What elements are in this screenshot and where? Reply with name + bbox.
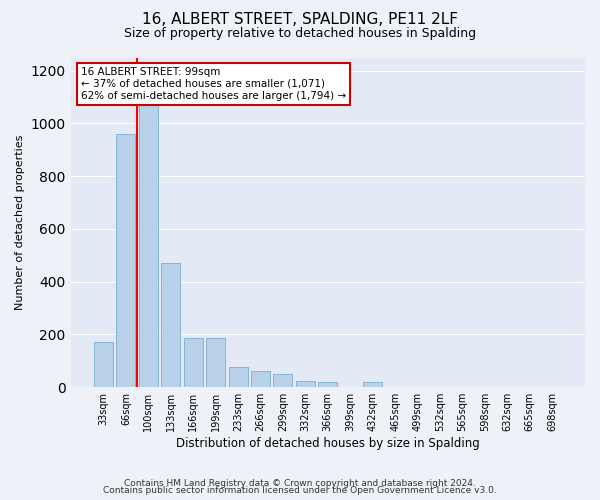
Bar [363,382,382,387]
Bar [296,380,315,387]
Text: Contains HM Land Registry data © Crown copyright and database right 2024.: Contains HM Land Registry data © Crown c… [124,478,476,488]
Bar [184,338,203,387]
Bar [139,105,158,387]
Bar [274,374,292,387]
Text: Size of property relative to detached houses in Spalding: Size of property relative to detached ho… [124,28,476,40]
Bar [94,342,113,387]
Y-axis label: Number of detached properties: Number of detached properties [15,134,25,310]
Text: 16, ALBERT STREET, SPALDING, PE11 2LF: 16, ALBERT STREET, SPALDING, PE11 2LF [142,12,458,28]
Bar [251,372,270,387]
Bar [116,134,136,387]
Bar [318,382,337,387]
Bar [229,368,248,387]
Bar [206,338,225,387]
X-axis label: Distribution of detached houses by size in Spalding: Distribution of detached houses by size … [176,437,479,450]
Text: Contains public sector information licensed under the Open Government Licence v3: Contains public sector information licen… [103,486,497,495]
Bar [161,263,180,387]
Text: 16 ALBERT STREET: 99sqm
← 37% of detached houses are smaller (1,071)
62% of semi: 16 ALBERT STREET: 99sqm ← 37% of detache… [81,68,346,100]
